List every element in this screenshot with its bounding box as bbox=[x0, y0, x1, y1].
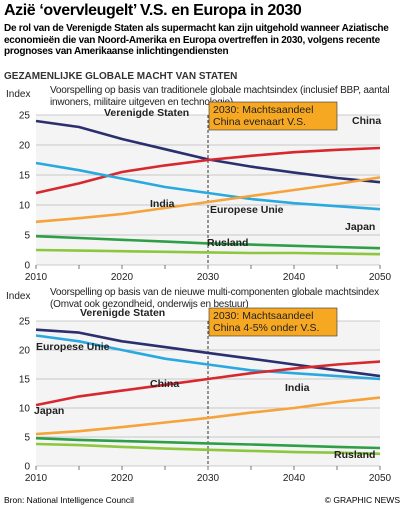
series-line bbox=[35, 176, 381, 224]
annotation: China evenaart V.S. bbox=[213, 116, 306, 128]
series-line bbox=[35, 334, 381, 381]
y-tick-label: 25 bbox=[19, 111, 31, 122]
y-tick-label: 10 bbox=[19, 201, 31, 212]
credit: © GRAPHIC NEWS bbox=[324, 495, 400, 505]
series-label: India bbox=[150, 198, 175, 210]
subtitle: De rol van de Verenigde Staten als super… bbox=[4, 23, 389, 57]
x-tick-label: 2010 bbox=[25, 473, 48, 484]
series-line bbox=[35, 436, 381, 450]
annotation-box bbox=[208, 101, 338, 131]
series-line bbox=[35, 146, 381, 195]
series-label: Europese Unie bbox=[210, 204, 284, 216]
series-line bbox=[35, 360, 381, 407]
series-line bbox=[35, 442, 381, 456]
annotation: 2030: Machtsaandeel bbox=[213, 104, 313, 116]
x-tick-label: 2050 bbox=[369, 272, 392, 283]
y-tick-label: 15 bbox=[19, 375, 31, 386]
series-line bbox=[35, 396, 381, 436]
series-line bbox=[35, 328, 381, 378]
x-tick-label: 2040 bbox=[283, 272, 306, 283]
series-label: Verenigde Staten bbox=[80, 307, 165, 319]
y-tick-label: 25 bbox=[19, 317, 31, 328]
annotation: China 4-5% onder V.S. bbox=[213, 322, 319, 334]
series-label: China bbox=[150, 378, 179, 390]
y-axis-label: Index bbox=[6, 291, 30, 302]
y-tick-label: 0 bbox=[24, 462, 30, 473]
section-heading: GEZAMENLIJKE GLOBALE MACHT VAN STATEN bbox=[4, 71, 238, 82]
series-line bbox=[35, 248, 381, 256]
series-label: Rusland bbox=[334, 449, 375, 461]
y-tick-label: 15 bbox=[19, 171, 31, 182]
series-label: India bbox=[285, 382, 310, 394]
y-tick-label: 20 bbox=[19, 346, 31, 357]
y-axis-label: Index bbox=[6, 89, 30, 100]
chart-subtitle: Voorspelling op basis van traditionele g… bbox=[50, 85, 390, 108]
y-tick-label: 0 bbox=[24, 261, 30, 272]
y-tick-label: 20 bbox=[19, 141, 31, 152]
y-tick-label: 10 bbox=[19, 404, 31, 415]
chart: Index Voorspelling op basis van de nieuwe… bbox=[6, 287, 392, 484]
series-line bbox=[35, 234, 381, 250]
series-label: China bbox=[352, 115, 381, 127]
series-label: Verenigde Staten bbox=[104, 107, 189, 119]
series-label: Europese Unie bbox=[36, 341, 110, 353]
x-tick-label: 2030 bbox=[197, 272, 220, 283]
series-line bbox=[35, 161, 381, 211]
annotation: 2030: Machtsaandeel bbox=[213, 310, 313, 322]
annotation-box bbox=[208, 307, 338, 337]
y-tick-label: 5 bbox=[24, 231, 30, 242]
y-tick-label: 5 bbox=[24, 433, 30, 444]
chart-subtitle-box: Voorspelling op basis van de nieuwe mult… bbox=[50, 287, 379, 310]
chart-subtitle-box: Voorspelling op basis van traditionele g… bbox=[50, 85, 390, 108]
title: Azië ‘overvleugelt’ V.S. en Europa in 20… bbox=[4, 2, 302, 19]
chart: Index Voorspelling op basis van tradition… bbox=[6, 85, 392, 283]
x-tick-label: 2010 bbox=[25, 272, 48, 283]
x-tick-label: 2030 bbox=[197, 473, 220, 484]
series-label: Japan bbox=[34, 405, 64, 417]
series-label: Rusland bbox=[207, 237, 248, 249]
series-label: Japan bbox=[345, 221, 375, 233]
x-tick-label: 2050 bbox=[369, 473, 392, 484]
x-tick-label: 2020 bbox=[111, 473, 134, 484]
x-tick-label: 2040 bbox=[283, 473, 306, 484]
x-tick-label: 2020 bbox=[111, 272, 134, 283]
source: Bron: National Intelligence Council bbox=[4, 495, 134, 505]
chart-subtitle: Voorspelling op basis van de nieuwe mult… bbox=[50, 287, 379, 310]
